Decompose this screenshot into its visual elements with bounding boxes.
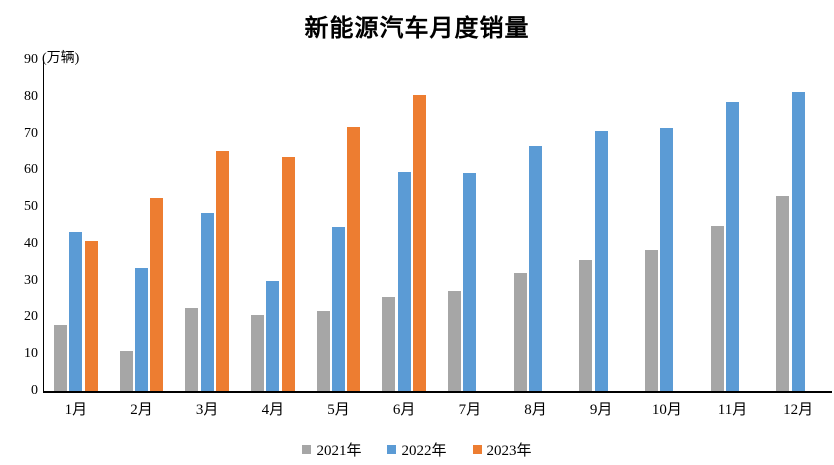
- bar-2021年-4月: [251, 315, 265, 391]
- legend: 2021年 2022年 2023年: [0, 439, 834, 460]
- x-tick-label: 3月: [195, 402, 219, 418]
- x-tick-label: 4月: [261, 402, 285, 418]
- bar-2022年-9月: [594, 130, 608, 391]
- y-tick-label: 30: [24, 272, 38, 288]
- bar-2021年-10月: [645, 250, 659, 391]
- legend-item-2021年: 2021年: [302, 439, 361, 460]
- x-tick-label: 10月: [651, 402, 682, 418]
- bar-2023年-6月: [412, 94, 426, 391]
- bar-2023年-1月: [84, 240, 98, 391]
- bar-2022年-4月: [266, 281, 280, 391]
- y-tick-label: 0: [31, 383, 38, 398]
- x-tick-label: 12月: [783, 402, 814, 418]
- y-tick-label: 50: [24, 199, 38, 215]
- legend-swatch-icon: [302, 445, 312, 454]
- bar-2022年-2月: [135, 268, 148, 391]
- chart-title: 新能源汽车月度销量: [304, 16, 530, 42]
- y-tick-label: 60: [24, 162, 38, 178]
- bar-2021年-11月: [710, 225, 724, 391]
- bar-2021年-9月: [579, 259, 593, 391]
- bar-2022年-7月: [463, 172, 477, 391]
- y-tick-label: 40: [24, 235, 38, 251]
- legend-label: 2021年: [316, 443, 362, 459]
- bar-2023年-3月: [215, 150, 229, 391]
- legend-item-2023年: 2023年: [472, 439, 532, 460]
- bar-2022年-6月: [397, 171, 411, 391]
- bar-2021年-3月: [185, 307, 199, 391]
- y-axis-unit-label: (万辆): [42, 51, 80, 66]
- legend-item-2022年: 2022年: [387, 439, 447, 460]
- legend-label: 2022年: [401, 443, 447, 459]
- y-tick-label: 80: [24, 88, 38, 104]
- bar-2022年-10月: [660, 128, 674, 391]
- x-tick-label: 1月: [64, 402, 88, 418]
- bar-2022年-3月: [200, 212, 214, 391]
- x-tick-label: 6月: [392, 402, 416, 418]
- y-tick-label: 70: [24, 125, 38, 141]
- x-tick-label: 5月: [327, 402, 350, 418]
- bar-2022年-8月: [529, 146, 542, 391]
- plot-area: [43, 60, 832, 393]
- bar-2021年-12月: [776, 195, 790, 391]
- legend-label: 2023年: [486, 443, 532, 459]
- bar-2022年-1月: [69, 232, 83, 391]
- bar-2022年-12月: [791, 91, 805, 391]
- x-tick-label: 11月: [717, 402, 748, 418]
- bar-2023年-4月: [281, 157, 295, 391]
- bar-2022年-11月: [726, 101, 739, 391]
- bar-2021年-8月: [513, 272, 527, 391]
- y-tick-label: 20: [24, 309, 38, 325]
- legend-swatch-icon: [387, 445, 397, 454]
- x-tick-label: 2月: [130, 402, 153, 418]
- x-tick-label: 7月: [458, 402, 482, 418]
- x-tick-label: 8月: [524, 402, 547, 418]
- bar-2021年-6月: [382, 296, 396, 391]
- bar-2022年-5月: [332, 226, 345, 391]
- bar-2021年-1月: [54, 325, 68, 391]
- y-tick-label: 10: [24, 346, 38, 362]
- bar-2023年-2月: [150, 197, 164, 391]
- bar-2021年-5月: [316, 311, 330, 391]
- legend-swatch-icon: [472, 445, 482, 454]
- bar-2023年-5月: [347, 127, 361, 391]
- x-tick-label: 9月: [589, 402, 613, 418]
- bar-2021年-7月: [448, 291, 462, 391]
- bar-2021年-2月: [119, 350, 133, 391]
- y-tick-label: 90: [24, 52, 38, 67]
